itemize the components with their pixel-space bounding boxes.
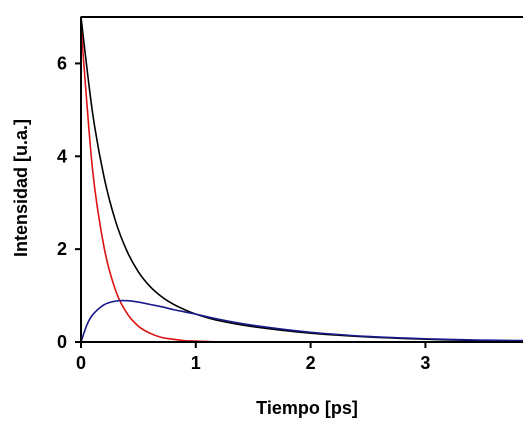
x-tick-label: 1	[191, 353, 201, 373]
x-tick-label: 0	[76, 353, 86, 373]
plot-layer	[80, 16, 523, 343]
series-line-blue	[80, 299, 523, 343]
y-tick-label: 0	[57, 332, 67, 352]
y-tick-label: 2	[57, 239, 67, 259]
series-line-black	[80, 16, 523, 342]
x-axis-label: Tiempo [ps]	[256, 398, 358, 418]
y-tick-label: 6	[57, 53, 67, 73]
series-line-red	[80, 25, 523, 343]
x-tick-label: 3	[420, 353, 430, 373]
y-tick-label: 4	[57, 146, 67, 166]
y-axis-label: Intensidad [u.a.]	[11, 119, 31, 257]
x-tick-label: 2	[306, 353, 316, 373]
axis-layer: 0 1 2 3 0 2 4 6	[57, 16, 523, 373]
